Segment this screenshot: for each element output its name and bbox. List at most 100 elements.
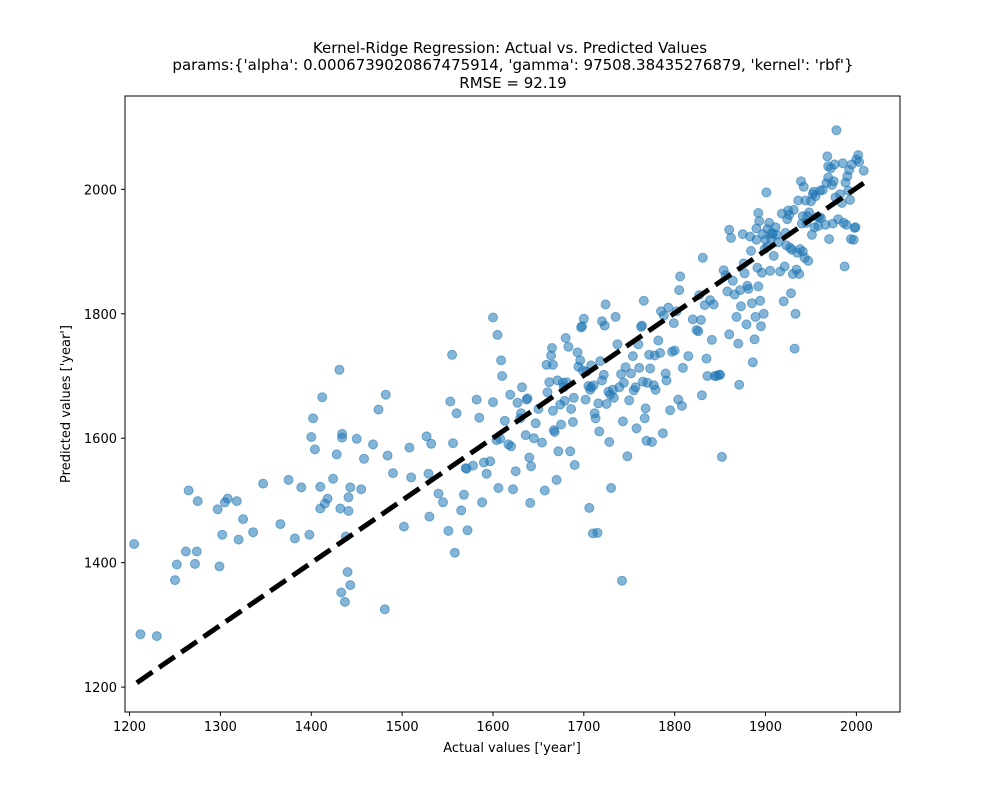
data-point — [746, 245, 756, 256]
data-point — [663, 302, 674, 313]
data-point — [180, 546, 191, 557]
data-point — [658, 310, 669, 321]
points-layer — [129, 125, 869, 642]
data-point — [701, 353, 712, 364]
data-point — [331, 449, 342, 460]
data-point — [497, 371, 508, 381]
data-point — [458, 489, 469, 500]
data-point — [506, 441, 517, 452]
data-point — [317, 392, 328, 403]
data-point — [315, 481, 326, 492]
data-point — [850, 222, 861, 233]
data-point — [749, 334, 760, 345]
data-point — [492, 329, 503, 340]
data-point — [637, 320, 647, 331]
data-point — [342, 567, 353, 577]
chart-title-line-2: params:{'alpha': 0.0006739020867475914, … — [172, 56, 853, 74]
data-point — [716, 451, 727, 462]
data-point — [788, 204, 799, 215]
data-point — [485, 456, 496, 467]
data-point — [129, 539, 140, 549]
data-point — [308, 413, 319, 424]
data-point — [747, 357, 758, 368]
data-point — [848, 234, 859, 245]
data-point — [544, 377, 555, 388]
data-point — [493, 483, 504, 493]
data-point — [563, 341, 574, 352]
data-point — [841, 219, 852, 230]
data-point — [657, 428, 668, 439]
data-point — [379, 604, 390, 615]
x-tick-label: 1700 — [567, 720, 600, 735]
data-point — [508, 484, 518, 495]
data-point — [296, 482, 307, 493]
data-point — [584, 502, 595, 513]
data-point — [192, 496, 203, 507]
data-point — [190, 558, 200, 569]
data-point — [674, 285, 685, 296]
data-point — [526, 461, 537, 472]
data-point — [734, 379, 745, 390]
data-point — [512, 397, 523, 408]
data-point — [655, 348, 666, 358]
data-point — [594, 426, 605, 437]
data-point — [233, 534, 244, 545]
data-point — [638, 295, 649, 306]
data-point — [547, 359, 558, 370]
data-point — [665, 405, 676, 416]
data-point — [537, 437, 547, 448]
data-point — [477, 497, 488, 508]
data-point — [693, 326, 704, 337]
data-point — [368, 439, 378, 450]
data-point — [824, 234, 835, 245]
data-point — [598, 369, 609, 380]
data-point — [549, 427, 560, 437]
data-point — [789, 343, 800, 354]
data-point — [306, 432, 317, 442]
data-point — [568, 392, 579, 403]
data-point — [618, 377, 629, 388]
data-point — [283, 474, 294, 485]
data-point — [687, 314, 698, 325]
data-point — [779, 261, 790, 272]
data-point — [488, 397, 498, 408]
data-point — [601, 399, 612, 409]
data-point — [761, 187, 772, 198]
data-point — [640, 403, 651, 414]
data-point — [627, 351, 638, 362]
data-point — [600, 299, 611, 310]
data-point — [778, 296, 789, 307]
plot-frame — [124, 95, 901, 713]
data-point — [746, 298, 757, 309]
data-point — [620, 362, 631, 373]
data-point — [575, 355, 586, 366]
x-tick-label: 2000 — [840, 720, 873, 735]
data-point — [522, 393, 533, 404]
data-point — [675, 271, 686, 282]
data-point — [524, 452, 535, 463]
data-point — [724, 224, 735, 235]
data-point — [626, 368, 637, 379]
data-point — [578, 313, 589, 324]
x-tick-label: 1300 — [204, 720, 237, 735]
data-point — [183, 485, 194, 496]
data-point — [758, 308, 769, 319]
data-point — [334, 364, 345, 375]
data-point — [433, 488, 444, 499]
data-point — [755, 295, 766, 306]
data-point — [238, 514, 249, 525]
data-point — [388, 468, 398, 479]
data-point — [606, 483, 617, 493]
x-axis-label: Actual values ['year'] — [443, 741, 581, 756]
data-point — [798, 181, 809, 192]
data-point — [839, 261, 850, 272]
data-point — [343, 506, 354, 516]
data-point — [756, 321, 766, 332]
data-point — [822, 151, 833, 162]
data-point — [170, 575, 180, 586]
data-point — [322, 493, 333, 504]
data-point — [854, 157, 865, 167]
data-point — [309, 444, 320, 455]
data-point — [765, 265, 776, 276]
x-tick-label: 1800 — [658, 720, 691, 735]
